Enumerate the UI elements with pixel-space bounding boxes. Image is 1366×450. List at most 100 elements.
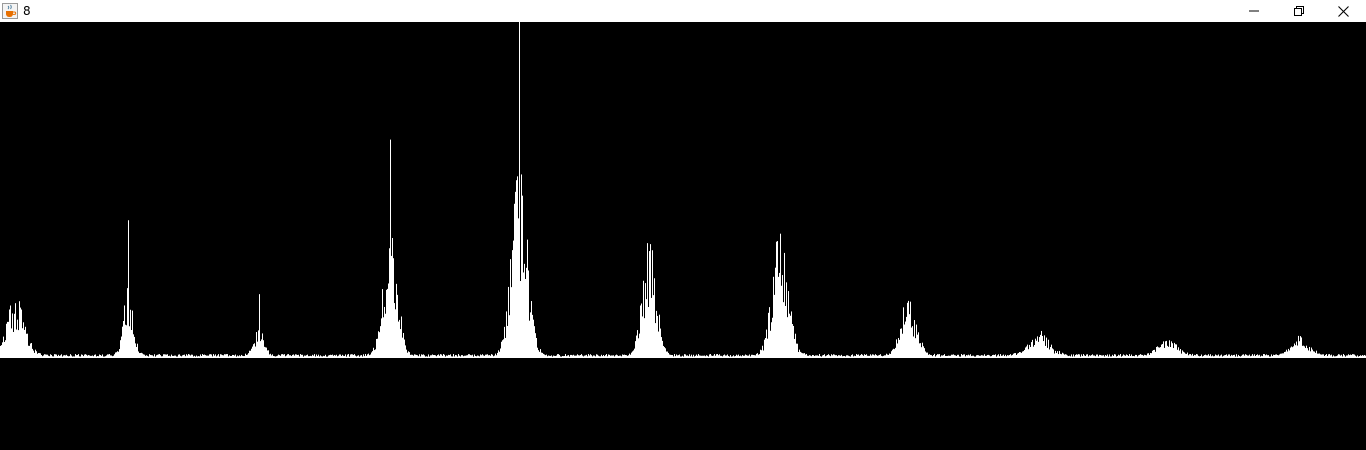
- spectrum-bar: [996, 356, 997, 358]
- spectrum-bar: [477, 355, 478, 358]
- spectrum-bar: [530, 312, 531, 358]
- spectrum-bar: [572, 355, 573, 358]
- spectrum-bar: [1079, 354, 1080, 358]
- spectrum-bar: [43, 355, 44, 358]
- spectrum-bar: [1329, 354, 1330, 358]
- spectrum-bar: [768, 312, 769, 358]
- spectrum-bar: [1212, 355, 1213, 358]
- spectrum-bar: [693, 354, 694, 358]
- spectrum-bar: [1041, 330, 1042, 358]
- spectrum-bar: [159, 354, 160, 358]
- spectrum-bar: [1030, 346, 1031, 358]
- spectrum-bar: [1252, 354, 1253, 358]
- spectrum-bar: [236, 356, 237, 358]
- spectrum-bar: [1325, 354, 1326, 358]
- spectrum-bar: [881, 355, 882, 358]
- spectrum-bar: [933, 355, 934, 358]
- spectrum-bar: [1072, 356, 1073, 358]
- spectrum-bar: [1127, 355, 1128, 358]
- spectrum-bar: [189, 354, 190, 358]
- spectrum-bar: [769, 307, 770, 358]
- spectrum-bar: [1189, 354, 1190, 358]
- spectrum-bar: [16, 329, 17, 358]
- close-button[interactable]: [1321, 0, 1366, 22]
- spectrum-bar: [441, 354, 442, 358]
- spectrum-bar: [117, 351, 118, 358]
- spectrum-bar: [1327, 356, 1328, 358]
- spectrum-bar: [521, 174, 522, 358]
- spectrum-bar: [362, 356, 363, 358]
- spectrum-bar: [524, 263, 525, 358]
- restore-button[interactable]: [1276, 0, 1321, 22]
- spectrum-canvas: [0, 22, 1366, 450]
- spectrum-bar: [361, 355, 362, 358]
- spectrum-bar: [124, 305, 125, 358]
- spectrum-bar: [1147, 353, 1148, 358]
- spectrum-bar: [1112, 354, 1113, 358]
- spectrum-bar: [259, 294, 260, 358]
- spectrum-bar: [918, 332, 919, 358]
- spectrum-bar: [1058, 354, 1059, 358]
- spectrum-plot: [0, 22, 1366, 358]
- spectrum-bar: [1221, 354, 1222, 358]
- spectrum-bar: [283, 354, 284, 358]
- spectrum-bar: [945, 355, 946, 358]
- spectrum-bar: [764, 339, 765, 358]
- spectrum-bar: [872, 354, 873, 358]
- spectrum-bar: [1209, 355, 1210, 358]
- spectrum-bar: [1056, 353, 1057, 358]
- spectrum-bar: [409, 352, 410, 358]
- spectrum-bar: [157, 354, 158, 358]
- spectrum-bar: [1229, 354, 1230, 358]
- spectrum-bar: [115, 352, 116, 358]
- spectrum-bar: [779, 272, 780, 358]
- spectrum-bar: [195, 356, 196, 358]
- spectrum-bar: [433, 355, 434, 358]
- spectrum-bar: [1089, 355, 1090, 358]
- spectrum-bar: [1004, 356, 1005, 358]
- spectrum-bar: [500, 348, 501, 358]
- spectrum-bar: [82, 354, 83, 358]
- spectrum-bar: [321, 356, 322, 358]
- spectrum-bar: [847, 355, 848, 358]
- spectrum-bar: [702, 355, 703, 358]
- spectrum-bar: [4, 341, 5, 358]
- spectrum-bar: [352, 354, 353, 358]
- spectrum-bar: [133, 334, 134, 358]
- spectrum-bar: [1332, 356, 1333, 358]
- spectrum-bar: [1053, 349, 1054, 358]
- spectrum-bar: [641, 303, 642, 358]
- spectrum-bar: [213, 354, 214, 358]
- spectrum-bar: [240, 356, 241, 358]
- spectrum-bar: [287, 354, 288, 358]
- spectrum-bar: [715, 355, 716, 358]
- spectrum-bar: [1159, 347, 1160, 358]
- spectrum-bar: [219, 356, 220, 358]
- spectrum-bar: [1338, 354, 1339, 358]
- spectrum-bar: [370, 354, 371, 358]
- spectrum-bar: [613, 355, 614, 358]
- spectrum-bar: [836, 355, 837, 358]
- title-bar[interactable]: 8: [0, 0, 1366, 22]
- spectrum-bar: [700, 355, 701, 358]
- spectrum-bar: [955, 355, 956, 358]
- spectrum-bar: [19, 301, 20, 358]
- spectrum-bar: [887, 354, 888, 358]
- spectrum-bar: [644, 318, 645, 358]
- spectrum-bar: [1201, 354, 1202, 358]
- spectrum-bar: [234, 355, 235, 358]
- java-cup-icon[interactable]: [2, 3, 18, 19]
- spectrum-bar: [971, 356, 972, 358]
- spectrum-bar: [583, 356, 584, 358]
- spectrum-bar: [727, 354, 728, 358]
- spectrum-bar: [850, 356, 851, 358]
- spectrum-bar: [1342, 356, 1343, 358]
- spectrum-bar: [28, 345, 29, 358]
- spectrum-bar: [1067, 355, 1068, 358]
- spectrum-bar: [936, 355, 937, 358]
- spectrum-bar: [680, 356, 681, 358]
- spectrum-bar: [592, 356, 593, 358]
- minimize-button[interactable]: [1231, 0, 1276, 22]
- spectrum-bar: [862, 354, 863, 358]
- spectrum-bar: [228, 356, 229, 358]
